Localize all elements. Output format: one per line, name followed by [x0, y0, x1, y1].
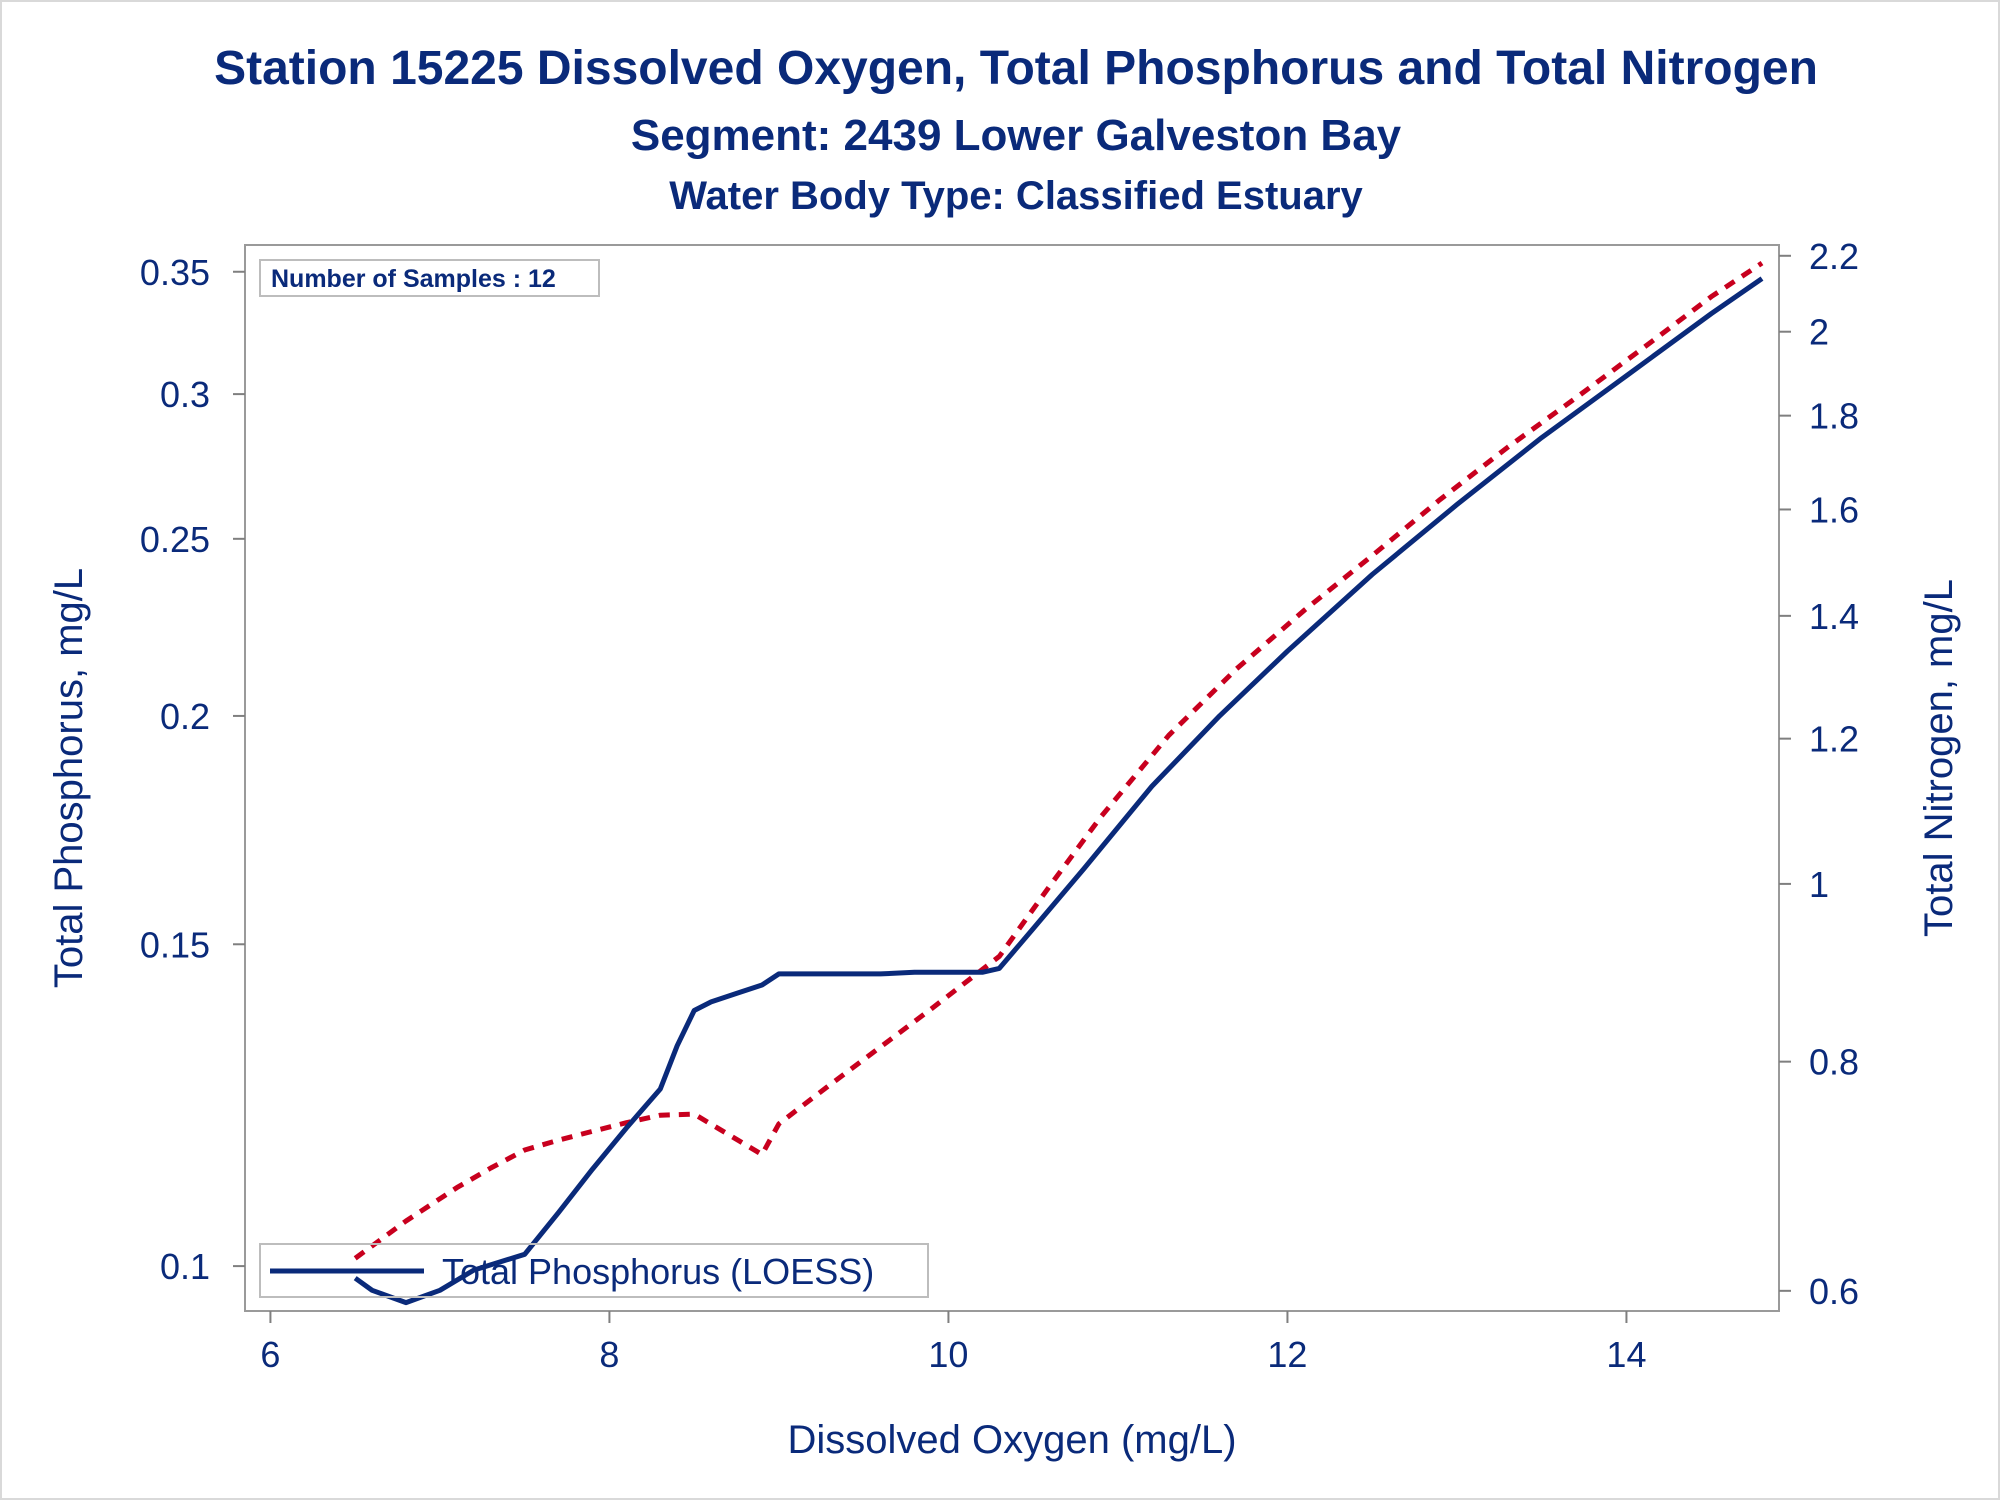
x-tick-label-4: 14 [1606, 1334, 1646, 1375]
y-axis-right: 0.6 0.8 1 1.2 1.4 1.6 1.8 2 2.2 [1779, 236, 1859, 1312]
y2-tick-label-8: 2.2 [1809, 236, 1859, 277]
y2-tick-label-4: 1.4 [1809, 596, 1859, 637]
sample-count-text: Number of Samples : 12 [271, 265, 556, 293]
legend: Total Phosphorus (LOESS) [259, 1243, 929, 1298]
y-tick-label-5: 0.35 [140, 252, 210, 293]
legend-border [259, 1243, 929, 1298]
y2-tick-label-7: 2 [1809, 312, 1829, 353]
chart-subtitle: Segment: 2439 Lower Galveston Bay [631, 111, 1402, 160]
y-tick-label-1: 0.15 [140, 924, 210, 965]
series-layer [353, 261, 1764, 1306]
x-tick-label-1: 8 [599, 1334, 619, 1375]
y-tick-label-3: 0.25 [140, 519, 210, 560]
x-tick-label-0: 6 [260, 1334, 280, 1375]
total-nitrogen-line [353, 261, 1764, 1261]
y2-tick-label-2: 1 [1809, 864, 1829, 905]
x-axis: 6 8 10 12 14 [260, 1311, 1646, 1375]
total-phosphorus-line [353, 276, 1764, 1306]
x-tick-label-2: 10 [928, 1334, 968, 1375]
chart-title: Station 15225 Dissolved Oxygen, Total Ph… [214, 42, 1818, 95]
y-tick-label-0: 0.1 [160, 1246, 210, 1287]
x-tick-label-3: 12 [1267, 1334, 1307, 1375]
plot-border [244, 244, 1780, 1312]
y-axis-left: 0.1 0.15 0.2 0.25 0.3 0.35 [140, 252, 245, 1287]
sample-count-box: Number of Samples : 12 [259, 259, 600, 297]
y2-tick-label-1: 0.8 [1809, 1042, 1859, 1083]
y2-axis-label: Total Nitrogen, mg/L [1917, 579, 1961, 937]
y-tick-label-2: 0.2 [160, 696, 210, 737]
y2-tick-label-0: 0.6 [1809, 1271, 1859, 1312]
y2-tick-label-6: 1.8 [1809, 396, 1859, 437]
sample-count-border [259, 259, 600, 297]
y-axis-label: Total Phosphorus, mg/L [47, 568, 91, 988]
plot-area [244, 244, 1780, 1312]
legend-label: Total Phosphorus (LOESS) [442, 1251, 874, 1292]
x-axis-label: Dissolved Oxygen (mg/L) [787, 1418, 1236, 1462]
chart-subtitle-2: Water Body Type: Classified Estuary [669, 174, 1363, 218]
y-tick-label-4: 0.3 [160, 374, 210, 415]
y2-tick-label-3: 1.2 [1809, 719, 1859, 760]
y2-tick-label-5: 1.6 [1809, 489, 1859, 530]
